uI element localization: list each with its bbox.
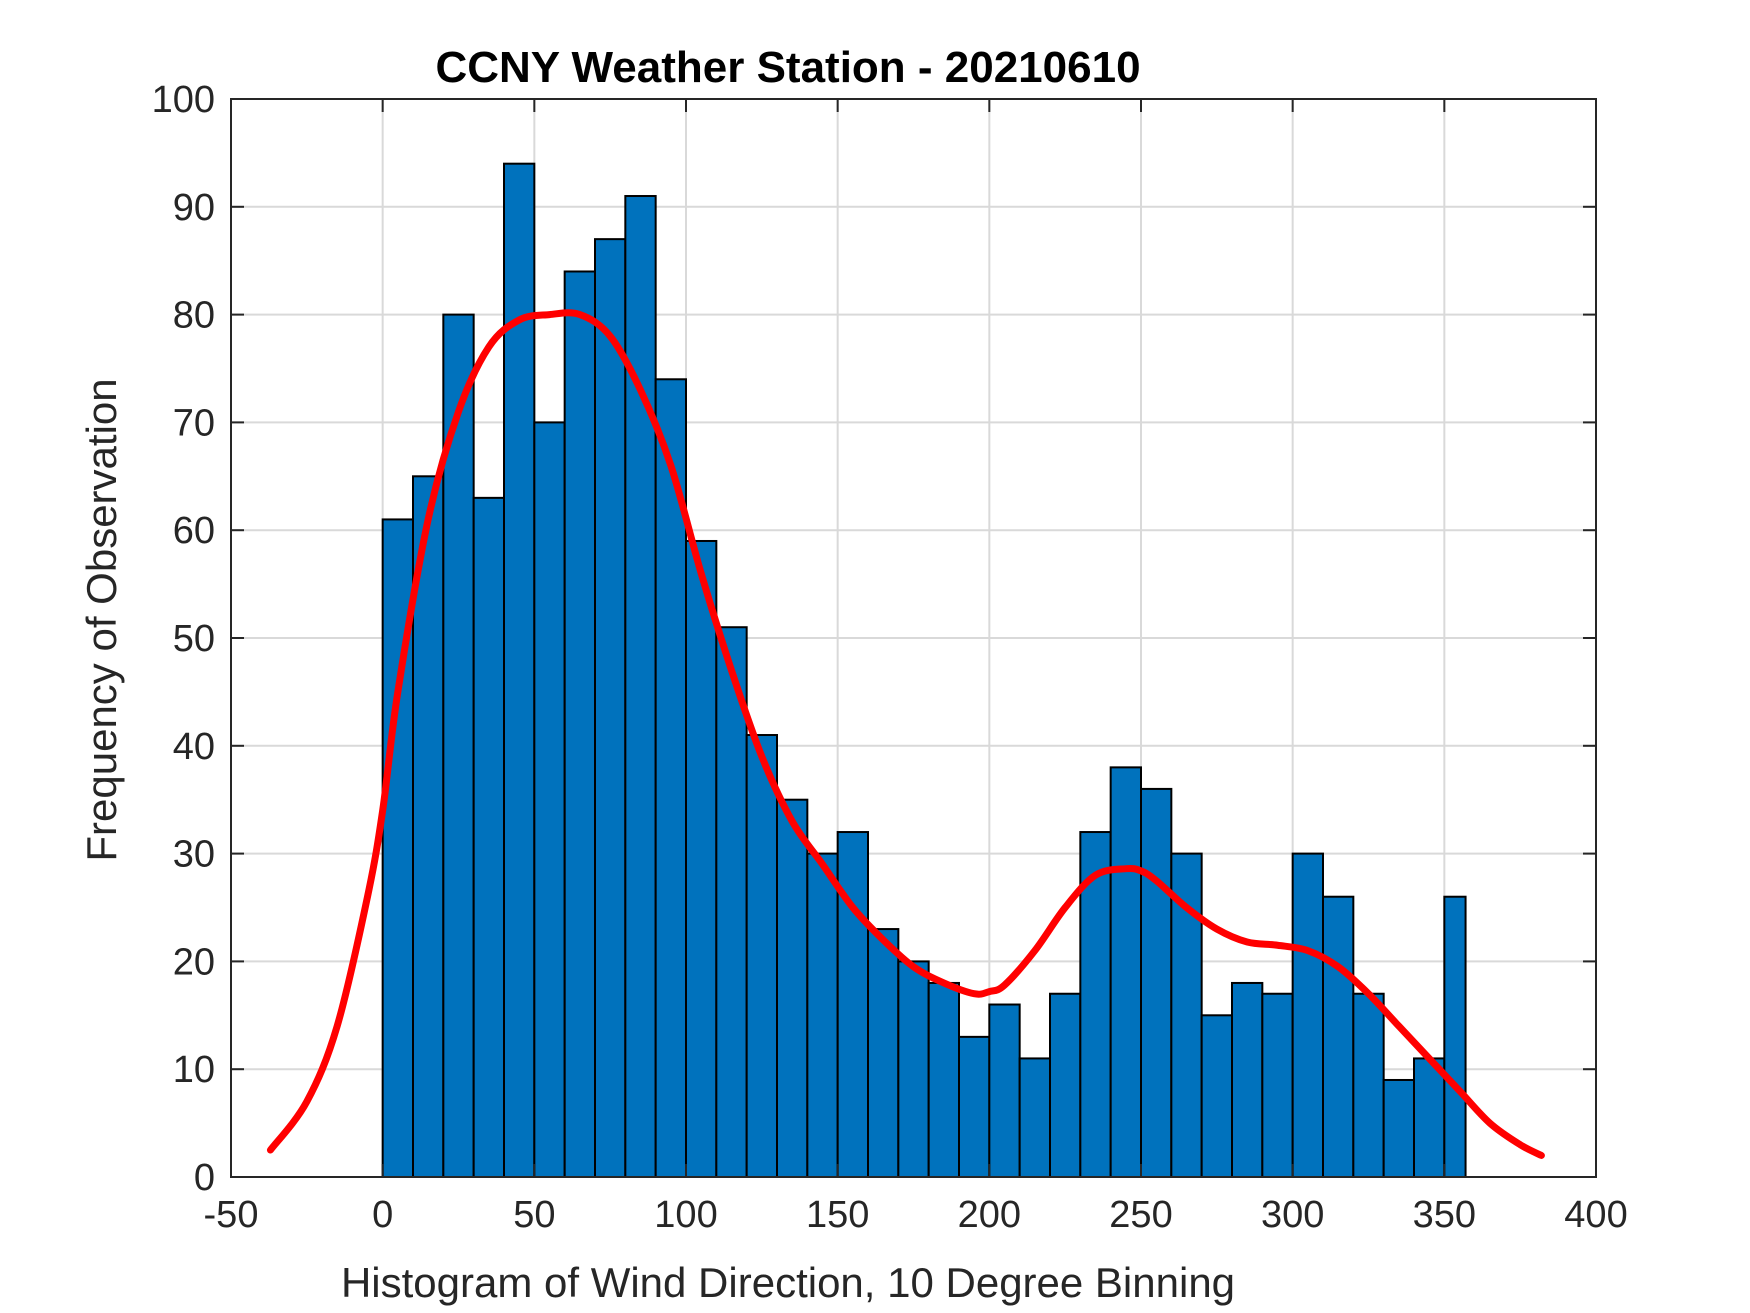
- y-axis-label: Frequency of Observation: [78, 378, 125, 861]
- histogram-bar: [442, 313, 475, 1179]
- density-fit-line: [266, 309, 1545, 1159]
- histogram-bar: [1322, 895, 1355, 1178]
- y-tick-label: 50: [173, 618, 215, 660]
- y-tick-label: 60: [173, 510, 215, 552]
- histogram-bar: [1231, 981, 1264, 1179]
- histogram-bar: [1382, 1078, 1415, 1178]
- histogram-bar: [533, 421, 566, 1178]
- y-tick-label: 90: [173, 187, 215, 229]
- y-tick-label: 30: [173, 834, 215, 876]
- chart-title: CCNY Weather Station - 20210610: [435, 43, 1140, 92]
- histogram-bar: [1140, 787, 1173, 1178]
- histogram-bar: [1109, 766, 1142, 1178]
- histogram-bar: [836, 831, 870, 1178]
- histogram-bar: [1079, 831, 1112, 1178]
- histogram-bar: [1413, 1057, 1446, 1179]
- histogram-bar: [1443, 895, 1467, 1178]
- histogram-bar: [685, 539, 718, 1178]
- histogram-bar: [927, 981, 961, 1179]
- x-tick-label: 300: [1261, 1194, 1324, 1236]
- x-tick-labels: -50 0 50 100 150 200 250 300 350 400: [204, 1194, 1628, 1236]
- histogram-bar: [776, 798, 809, 1178]
- y-tick-label: 80: [173, 295, 215, 337]
- histogram-bar: [1291, 852, 1324, 1178]
- histogram-bar: [1261, 992, 1294, 1178]
- histogram-bar: [624, 195, 657, 1178]
- y-tick-labels: 0 10 20 30 40 50 60 70 80 90 100: [152, 79, 215, 1199]
- histogram-bar: [806, 852, 839, 1178]
- histogram-bar: [988, 1003, 1021, 1179]
- x-tick-label: 0: [372, 1194, 393, 1236]
- histogram-bar: [745, 734, 779, 1179]
- x-tick-label: 50: [513, 1194, 555, 1236]
- x-tick-label: 150: [806, 1194, 869, 1236]
- y-tick-label: 20: [173, 941, 215, 983]
- x-tick-label: 400: [1564, 1194, 1627, 1236]
- x-tick-label: 100: [654, 1194, 717, 1236]
- x-tick-label: 250: [1109, 1194, 1172, 1236]
- histogram-bar: [472, 496, 505, 1178]
- y-tick-label: 0: [194, 1157, 215, 1199]
- histogram-bar: [1352, 992, 1385, 1178]
- histogram-bar: [897, 960, 930, 1179]
- histogram-bar: [715, 626, 748, 1178]
- histogram-bar: [503, 162, 536, 1178]
- y-tick-label: 100: [152, 79, 215, 121]
- x-tick-label: 350: [1413, 1194, 1476, 1236]
- histogram-bar: [867, 928, 900, 1178]
- histogram-bar: [958, 1035, 991, 1178]
- histogram-bar: [594, 238, 627, 1178]
- axis-ticks: [230, 98, 1597, 1178]
- histogram-bar: [1049, 992, 1082, 1178]
- y-tick-label: 10: [173, 1049, 215, 1091]
- x-axis-label: Histogram of Wind Direction, 10 Degree B…: [341, 1259, 1235, 1306]
- x-tick-label: 200: [958, 1194, 1021, 1236]
- y-tick-label: 40: [173, 726, 215, 768]
- histogram-bar: [1200, 1014, 1233, 1178]
- histogram-bar: [563, 270, 597, 1179]
- y-tick-label: 70: [173, 402, 215, 444]
- histogram-bar: [1018, 1057, 1052, 1179]
- x-tick-label: -50: [204, 1194, 259, 1236]
